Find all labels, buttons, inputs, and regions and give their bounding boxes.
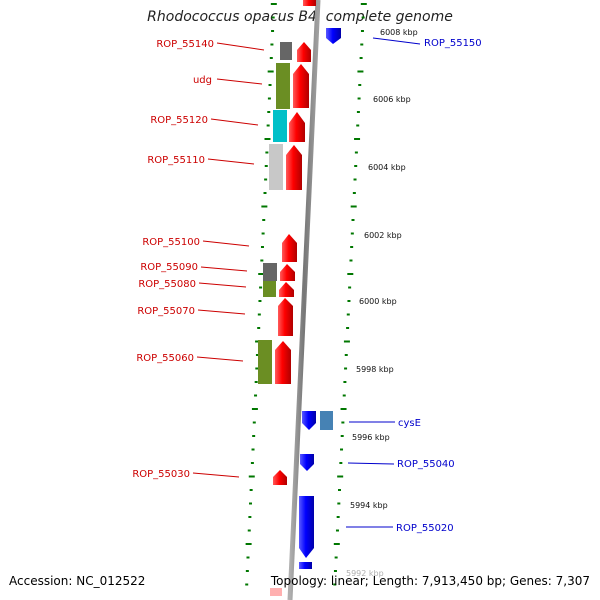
gene-arrow-forward [289,112,305,142]
genome-summary-text: Topology: linear; Length: 7,913,450 bp; … [270,574,590,588]
connector-line [207,158,255,165]
cog-box-olive [258,340,272,384]
connector-line [372,37,421,45]
kbp-label: 6006 kbp [373,95,411,104]
gene-arrow-forward [273,470,287,485]
gene-arrow-forward [280,264,295,281]
gene-label[interactable]: cysE [398,418,421,429]
gene-arrow-forward [293,64,309,108]
gene-label[interactable]: udg [193,75,212,86]
gene-arrow-forward [270,588,282,596]
label-connectors [192,37,421,528]
genome-axis [287,0,321,600]
gene-arrow-forward [297,42,311,62]
gene-labels-reverse: ROP_55150 cysE ROP_55040 ROP_55020 [396,38,482,534]
kbp-label: 6008 kbp [380,28,418,37]
connector-line [347,462,395,465]
connector-line [216,42,265,51]
connector-line [210,118,259,126]
gene-arrow-reverse [300,454,314,471]
kbp-label: 5996 kbp [352,433,390,442]
gene-arrow-forward [278,298,293,336]
cog-box-lightgray [269,144,283,190]
connector-line [192,472,240,478]
gene-label[interactable]: ROP_55040 [397,459,455,470]
gene-label[interactable]: ROP_55070 [137,306,195,317]
connector-line [202,240,250,247]
gene-label[interactable]: ROP_55080 [138,279,196,290]
cog-box-olive [276,63,290,109]
accession-text: Accession: NC_012522 [9,574,146,588]
cog-box-gray [263,263,277,281]
gene-arrow-reverse [299,562,312,569]
right-tick-track [333,3,367,586]
kbp-label: 6000 kbp [359,297,397,306]
cog-box-olive [263,281,276,297]
gene-arrow-reverse [326,28,341,44]
gene-arrow-forward [282,234,297,262]
kbp-label: 6002 kbp [364,231,402,240]
genome-title: Rhodococcus opacus B4, complete genome [147,9,453,25]
kbp-label: 5994 kbp [350,501,388,510]
connector-line [216,78,263,85]
kbp-label: 5992 kbp [346,569,384,578]
gene-label[interactable]: ROP_55020 [396,523,454,534]
gene-label[interactable]: ROP_55100 [142,237,200,248]
gene-label[interactable]: ROP_55150 [424,38,482,49]
cog-box-gray [280,42,292,60]
cog-box-steelblue [320,411,333,430]
gene-label[interactable]: ROP_55140 [156,39,214,50]
gene-label[interactable]: ROP_55090 [140,262,198,273]
connector-line [198,282,247,288]
cog-boxes [258,42,333,430]
gene-arrow-forward [275,341,291,384]
forward-strand-genes [270,0,316,596]
connector-line [196,356,244,362]
gene-labels-forward: ROP_55140 udg ROP_55120 ROP_55110 ROP_55… [132,39,214,480]
gene-arrow-forward [303,0,316,6]
connector-line [197,309,246,315]
cog-box-cyan [273,110,287,142]
gene-arrow-forward [279,282,294,297]
gene-label[interactable]: ROP_55030 [132,469,190,480]
gene-arrow-reverse [299,496,314,558]
kbp-label: 6004 kbp [368,163,406,172]
connector-line [200,266,248,272]
kbp-label: 5998 kbp [356,365,394,374]
kbp-scale-labels: 6008 kbp 6006 kbp 6004 kbp 6002 kbp 6000… [346,28,418,578]
reverse-strand-genes [299,28,341,569]
gene-label[interactable]: ROP_55060 [136,353,194,364]
gene-label[interactable]: ROP_55110 [147,155,205,166]
left-tick-track [245,3,277,586]
gene-arrow-reverse [302,411,316,430]
gene-arrow-forward [286,145,302,190]
gene-label[interactable]: ROP_55120 [150,115,208,126]
